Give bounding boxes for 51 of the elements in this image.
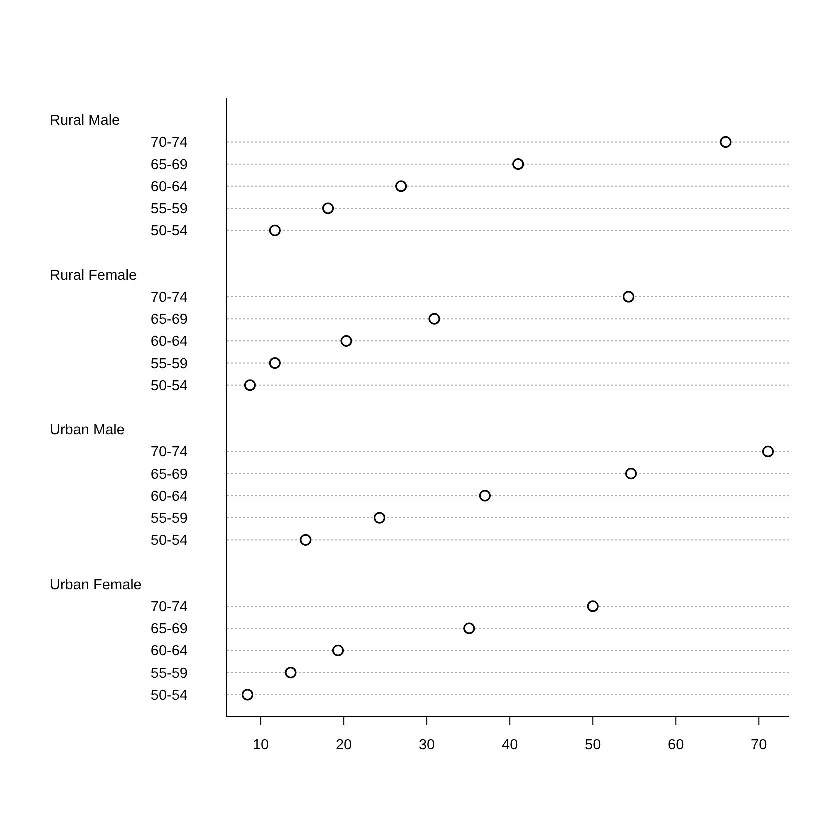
point [322, 202, 334, 214]
y-tick-label: 55-59 [150, 666, 188, 682]
y-tick-label: 70-74 [150, 444, 188, 461]
y-tick-label: 60-64 [150, 334, 188, 350]
y-tick-label: 65-69 [150, 157, 188, 174]
point [622, 291, 635, 303]
y-tick-label: 55-59 [150, 356, 188, 372]
text: Rural Female [50, 268, 138, 284]
y-tick-label: 50-54 [150, 224, 188, 240]
y-tick-label: 60-64 [150, 179, 188, 196]
x-tick-label: 70 [751, 737, 768, 754]
x-tick-label: 40 [502, 737, 518, 754]
point [269, 224, 281, 236]
y-tick-label: 70-74 [150, 290, 188, 306]
point [396, 180, 408, 192]
y-tick-label: 50-54 [150, 533, 188, 550]
y-tick-label: 65-69 [150, 622, 188, 638]
point [340, 335, 352, 347]
x-tick-label: 60 [668, 737, 684, 754]
point [464, 622, 476, 634]
x-tick-label: 30 [418, 737, 436, 754]
point [479, 490, 491, 502]
point [242, 689, 254, 701]
text: Rural Male [50, 113, 120, 130]
y-tick-label: 55-59 [150, 511, 188, 528]
point [428, 313, 440, 325]
x-tick-label: 20 [336, 737, 352, 754]
y-tick-label: 65-69 [150, 312, 188, 328]
x-tick-label: 10 [252, 737, 270, 754]
y-tick-label: 60-64 [150, 488, 188, 505]
point [374, 512, 386, 524]
text: Urban Female [50, 577, 142, 594]
point [720, 136, 732, 148]
point [762, 446, 774, 458]
y-tick-label: 50-54 [150, 688, 188, 704]
point [625, 468, 638, 480]
x-tick-label: 50 [585, 737, 602, 754]
y-tick-label: 50-54 [150, 378, 188, 394]
point [300, 534, 312, 546]
y-tick-label: 70-74 [150, 599, 188, 616]
y-tick-label: 55-59 [150, 202, 188, 218]
text: Urban Male [50, 422, 125, 439]
point [285, 666, 297, 679]
y-tick-label: 65-69 [150, 466, 188, 483]
point [244, 380, 256, 392]
y-tick-label: 70-74 [150, 135, 188, 152]
point [512, 158, 524, 170]
y-tick-label: 60-64 [150, 644, 188, 660]
point [269, 357, 281, 370]
point [587, 600, 599, 612]
point [332, 644, 344, 656]
